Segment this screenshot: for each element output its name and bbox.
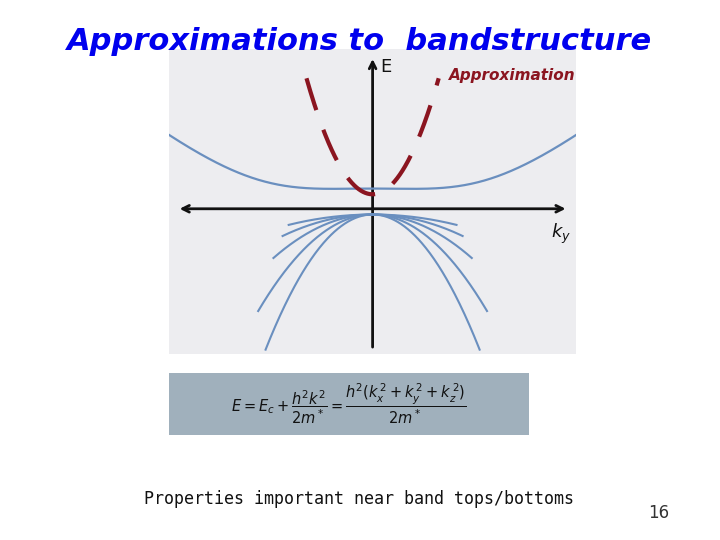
Text: $k_y$: $k_y$ [551, 222, 571, 246]
Text: $E = E_c + \dfrac{h^2 k^2}{2m^*} = \dfrac{h^2(k_x^{\,2}+k_y^{\,2}+k_z^{\,2})}{2m: $E = E_c + \dfrac{h^2 k^2}{2m^*} = \dfra… [231, 381, 467, 426]
Text: Approximations to  bandstructure: Approximations to bandstructure [68, 27, 652, 56]
Text: Approximation: Approximation [449, 68, 575, 83]
Text: Properties important near band tops/bottoms: Properties important near band tops/bott… [144, 490, 574, 509]
Text: E: E [380, 58, 392, 76]
Text: 16: 16 [649, 504, 670, 522]
